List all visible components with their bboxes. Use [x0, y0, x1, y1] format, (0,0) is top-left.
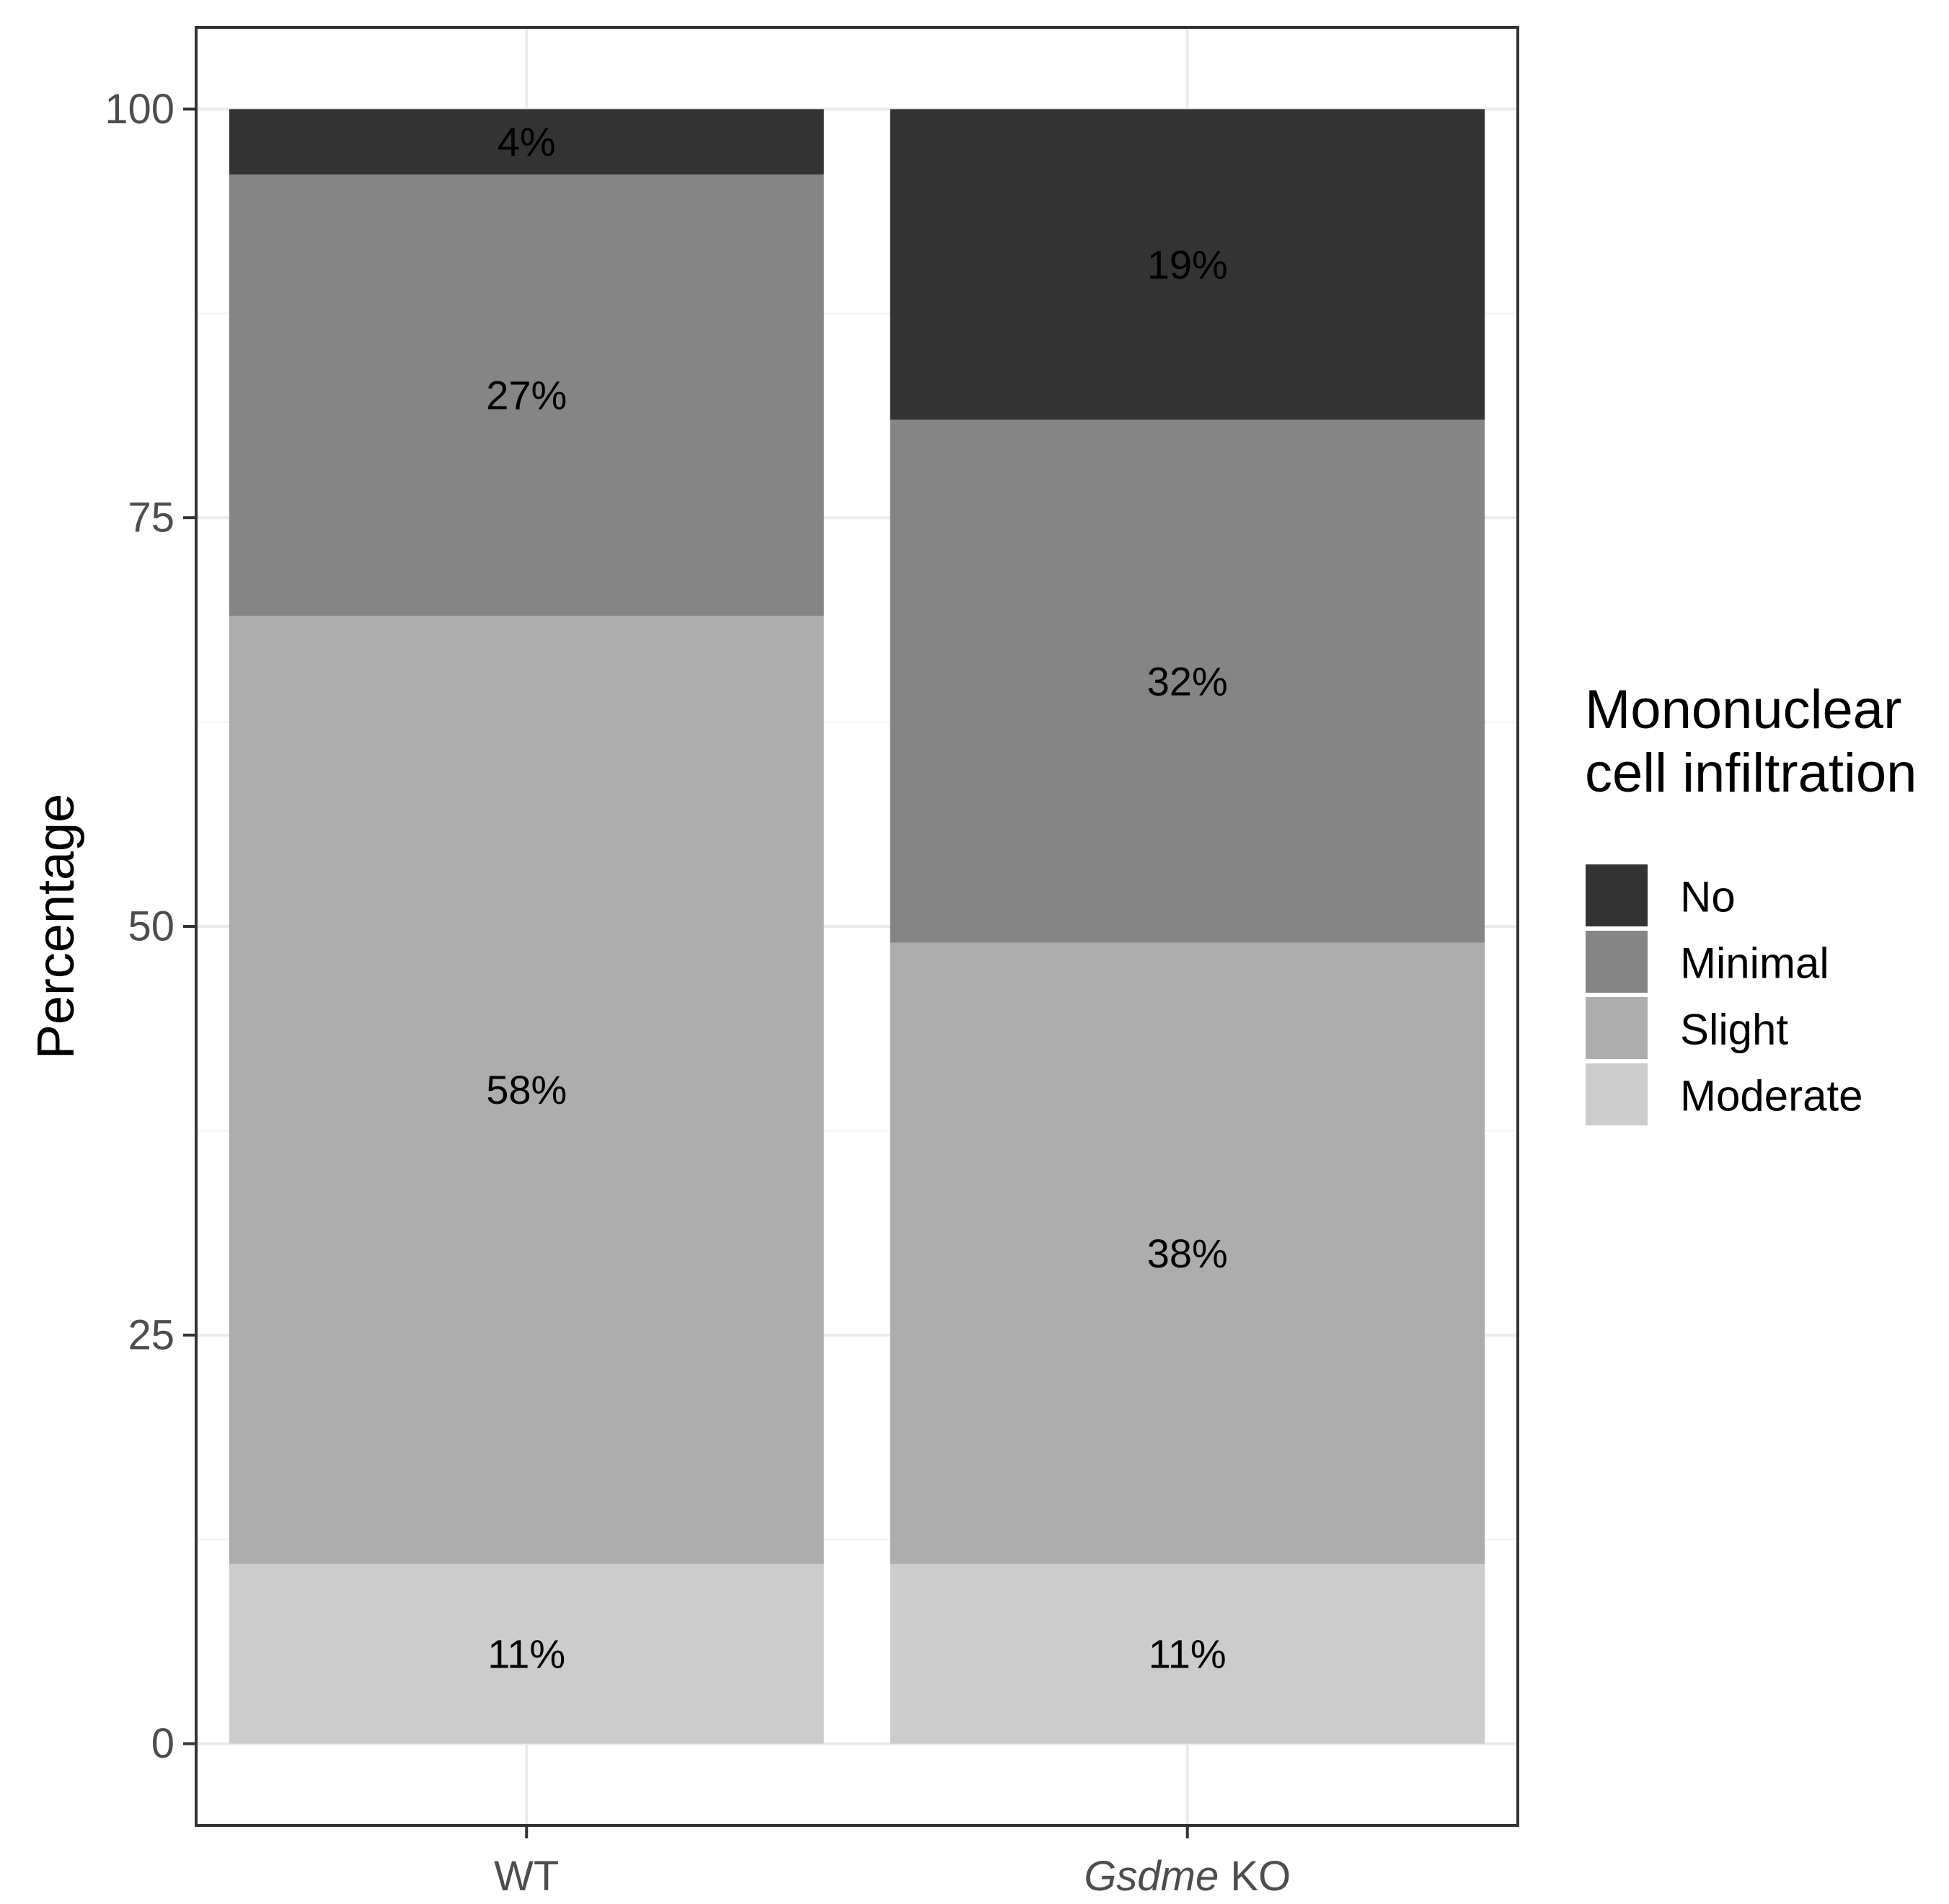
bar-value-label: 38% [1147, 1231, 1228, 1276]
bar-value-label: 27% [486, 373, 567, 418]
bar-label-group: 11% 58% 27% 4% 11% 38% 32% 19% [486, 119, 1228, 1676]
bar-segment-slight [229, 616, 824, 1564]
y-axis-title: Percentage [27, 794, 85, 1059]
legend-label-slight: Slight [1680, 1006, 1788, 1054]
legend-title: Mononuclear [1585, 679, 1901, 740]
legend-key-slight [1584, 996, 1649, 1061]
x-tick-label-italic: Gsdme [1084, 1853, 1219, 1900]
bar-value-label: 4% [498, 119, 556, 164]
bar-value-label: 58% [486, 1067, 567, 1112]
bar-segment-no [890, 109, 1485, 420]
y-tick-label: 25 [128, 1311, 174, 1358]
y-tick-label: 75 [128, 495, 174, 541]
x-tick-label: WT [494, 1853, 559, 1900]
x-tick-label-text: WT [494, 1853, 559, 1900]
y-tick-label: 50 [128, 903, 174, 950]
bar-value-label: 19% [1147, 242, 1228, 287]
bar-value-label: 11% [1149, 1631, 1227, 1676]
bar-segment-no [229, 109, 824, 175]
bar-stack-group [229, 109, 1485, 1744]
y-axis: 0 25 50 75 100 [105, 86, 196, 1767]
bar-value-label: 32% [1147, 658, 1228, 704]
legend-key-no [1584, 863, 1649, 928]
bar-value-label: 11% [487, 1631, 565, 1676]
y-tick-label: 100 [105, 86, 174, 133]
bar-segment-minimal [890, 420, 1485, 943]
legend-title: cell infiltration [1585, 743, 1917, 804]
bar-segment-slight [890, 942, 1485, 1564]
legend-key-minimal [1584, 929, 1649, 994]
bar-segment-moderate [890, 1564, 1485, 1744]
legend-label-moderate: Moderate [1680, 1072, 1862, 1120]
y-tick-label: 0 [151, 1720, 174, 1767]
x-axis: WT Gsdme KO [494, 1825, 1291, 1900]
bar-segment-moderate [229, 1564, 824, 1744]
x-tick-label: Gsdme KO [1084, 1853, 1291, 1900]
legend-label-no: No [1680, 873, 1736, 921]
legend-label-minimal: Minimal [1680, 939, 1829, 988]
legend-key-moderate [1584, 1062, 1649, 1127]
x-tick-label-text: KO [1219, 1853, 1291, 1900]
bar-segment-minimal [229, 174, 824, 616]
